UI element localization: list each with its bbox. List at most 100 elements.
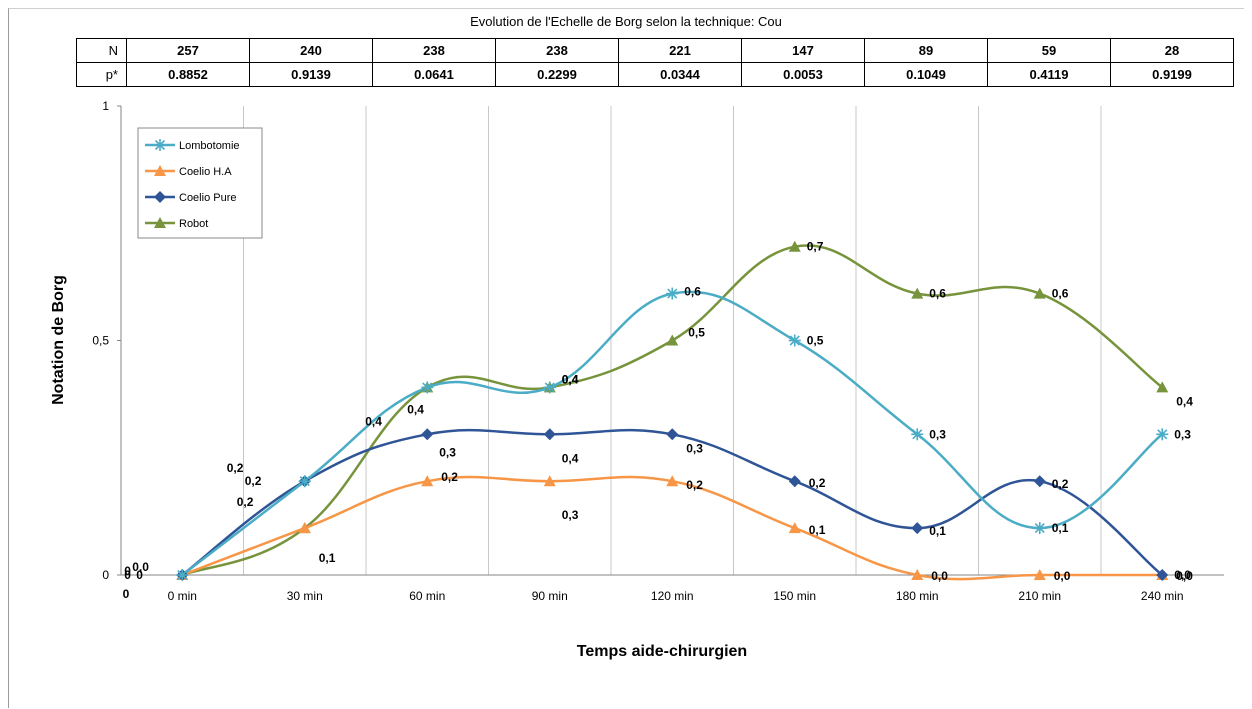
data-label-robot: 0,5 (688, 326, 705, 340)
data-label-lombotomie: 0,3 (929, 427, 946, 441)
data-point-coelio-pure (788, 475, 801, 488)
data-label-coelio-pure: 0,1 (929, 524, 946, 538)
x-tick-label: 30 min (287, 589, 323, 603)
data-point-lombotomie (666, 287, 679, 300)
y-tick-label: 1 (102, 99, 109, 113)
data-label-robot: 0,4 (1176, 394, 1193, 408)
x-tick-label: 210 min (1018, 589, 1061, 603)
p-cell: 0.2299 (495, 62, 619, 87)
data-point-lombotomie (788, 334, 801, 347)
p-cell: 0.0641 (372, 62, 496, 87)
n-cell: 221 (618, 38, 742, 63)
x-tick-label: 60 min (409, 589, 445, 603)
data-point-coelio-h-a (298, 522, 311, 534)
data-point-coelio-h-a (911, 569, 924, 580)
data-point-coelio-h-a (1033, 569, 1046, 580)
data-point-lombotomie (298, 475, 311, 488)
legend-marker-robot (154, 217, 166, 228)
stats-table: N 257 240 238 238 221 147 89 59 28 p* 0.… (76, 38, 1234, 87)
data-label-coelio-pure: 0,2 (1052, 477, 1069, 491)
data-point-coelio-h-a (788, 522, 801, 534)
data-point-robot (1033, 287, 1046, 299)
legend-marker-coelio-h-a (154, 165, 166, 176)
data-point-coelio-pure (666, 428, 679, 441)
n-cell: 59 (987, 38, 1111, 63)
data-label-coelio-h-a: 0,0 (931, 569, 948, 583)
x-tick-label: 240 min (1141, 589, 1184, 603)
data-point-lombotomie (543, 381, 556, 394)
data-label-coelio-h-a: 0,0 (1054, 569, 1071, 583)
data-point-coelio-pure (543, 428, 556, 441)
data-label-coelio-pure: 0,2 (245, 474, 262, 488)
x-tick-label: 150 min (773, 589, 816, 603)
data-label-lombotomie: 0,6 (684, 285, 701, 299)
p-cell: 0.0344 (618, 62, 742, 87)
n-cell: 238 (495, 38, 619, 63)
data-label-robot: 0,4 (562, 372, 579, 386)
n-cell: 89 (864, 38, 988, 63)
legend-label-lombotomie: Lombotomie (179, 140, 240, 152)
x-tick-label: 0 min (168, 589, 197, 603)
data-label-coelio-pure: 0,3 (686, 441, 703, 455)
n-cell: 28 (1110, 38, 1234, 63)
data-label-coelio-h-a: 0,1 (319, 551, 336, 565)
data-label-robot: 0,4 (407, 402, 424, 416)
p-cell: 0.9199 (1110, 62, 1234, 87)
y-tick-label: 0 (102, 568, 109, 582)
data-label-coelio-h-a: 0,2 (686, 478, 703, 492)
data-point-coelio-pure (911, 522, 924, 535)
p-row: p* 0.8852 0.9139 0.0641 0.2299 0.0344 0.… (76, 62, 1234, 87)
data-point-lombotomie (421, 381, 434, 394)
y-tick-label: 0,5 (92, 334, 109, 348)
data-label-lombotomie: 0,0 (132, 560, 149, 574)
data-label-lombotomie: 0,1 (1052, 521, 1069, 535)
p-row-label: p* (76, 62, 127, 87)
legend-label-robot: Robot (179, 218, 208, 230)
data-label-coelio-pure: 0 (136, 568, 143, 582)
data-point-robot (1156, 381, 1169, 393)
chart-frame (8, 8, 1244, 708)
data-point-coelio-pure (421, 428, 434, 441)
data-label-lombotomie: 0,4 (562, 372, 579, 386)
data-label-coelio-pure: 0,0 (1174, 568, 1191, 582)
data-label-robot: 0 (124, 564, 131, 578)
legend-label-coelio-pure: Coelio Pure (179, 192, 236, 204)
data-label-coelio-pure: 0,2 (809, 476, 826, 490)
data-label-coelio-h-a: 0,0 (1176, 569, 1193, 583)
x-tick-label: 180 min (896, 589, 939, 603)
data-label-lombotomie: 0,4 (365, 414, 382, 428)
data-label-lombotomie: 0,3 (1174, 427, 1191, 441)
data-label-robot: 0,2 (237, 495, 254, 509)
data-label-lombotomie: 0,5 (807, 334, 824, 348)
data-label-coelio-h-a: 0,1 (809, 523, 826, 537)
data-point-lombotomie (1156, 428, 1169, 441)
data-point-lombotomie (1033, 522, 1046, 535)
p-cell: 0.8852 (126, 62, 250, 87)
data-point-lombotomie (911, 428, 924, 441)
data-point-robot (788, 240, 801, 252)
data-label-coelio-h-a: 0 (124, 568, 131, 582)
data-label-coelio-pure: 0,4 (562, 451, 579, 465)
data-label-robot: 0,6 (929, 287, 946, 301)
p-cell: 0.9139 (249, 62, 373, 87)
n-cell: 238 (372, 38, 496, 63)
data-point-coelio-h-a (543, 475, 556, 487)
data-point-coelio-pure (1033, 475, 1046, 488)
legend-marker-lombotomie (154, 139, 166, 151)
chart-title: Evolution de l'Echelle de Borg selon la … (470, 14, 782, 29)
data-label-coelio-h-a: 0,2 (441, 470, 458, 484)
data-label-robot: 0,6 (1052, 287, 1069, 301)
data-point-lombotomie (176, 569, 189, 581)
data-point-robot (666, 334, 679, 346)
x-origin-label: 0 (123, 587, 130, 601)
p-cell: 0.0053 (741, 62, 865, 87)
data-label-coelio-h-a: 0,3 (562, 508, 579, 522)
p-cell: 0.1049 (864, 62, 988, 87)
n-cell: 257 (126, 38, 250, 63)
y-axis-title: Notation de Borg (50, 275, 67, 405)
legend-label-coelio-h-a: Coelio H.A (179, 166, 232, 178)
data-label-lombotomie: 0,2 (227, 461, 244, 475)
legend-marker-coelio-pure (154, 191, 166, 203)
data-point-coelio-h-a (421, 475, 434, 487)
